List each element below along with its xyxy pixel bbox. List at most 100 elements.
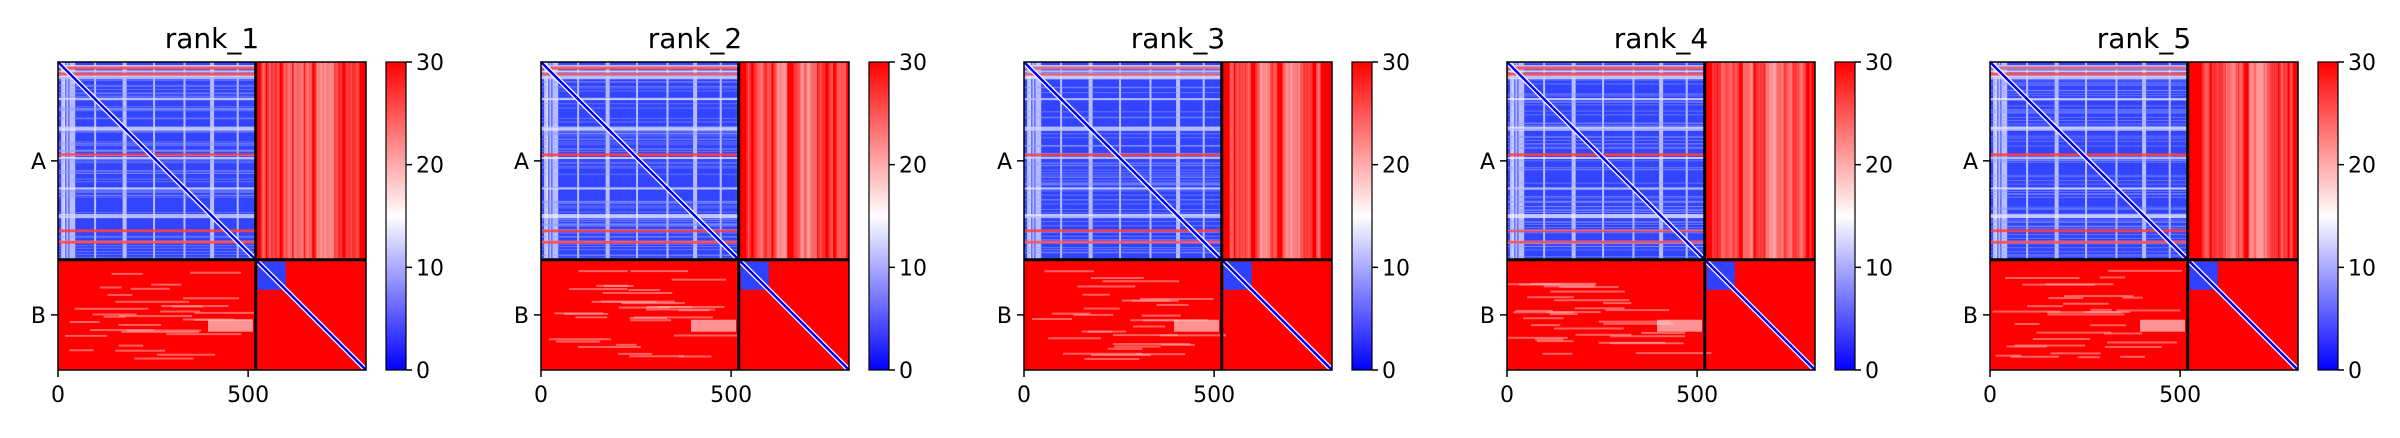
block-A-texture (541, 203, 739, 205)
block-A-texture (1507, 123, 1705, 125)
colorbar-tick-label: 20 (899, 154, 927, 179)
block-A-red-streak (58, 229, 256, 233)
block-A-B-column (2256, 62, 2267, 260)
block-A-texture (58, 245, 256, 247)
block-A-texture (1024, 249, 1222, 251)
block-B-A-texture (99, 286, 122, 289)
block-A-B-texture (282, 62, 286, 260)
block-B-A-texture (554, 312, 604, 315)
block-A-red-streak (1507, 72, 1705, 76)
block-A-texture (58, 118, 256, 120)
block-B-A-texture (69, 321, 100, 324)
block-A-texture (1990, 109, 2188, 111)
block-A-hband (1990, 214, 2188, 219)
panel-title: rank_2 (648, 22, 742, 55)
block-A-red-streak (1507, 153, 1705, 157)
block-A-B-texture (1268, 62, 1274, 260)
block-A-B-texture (1242, 62, 1247, 260)
block-A-texture (1024, 67, 1222, 69)
heatmap-frame (1023, 61, 1333, 371)
block-A-B-texture (287, 62, 293, 260)
block-A-hband (58, 98, 256, 101)
block-B-A-texture (578, 345, 641, 348)
block-A-texture (1024, 235, 1222, 237)
block-B-A-texture (190, 271, 242, 274)
block-A-B-texture (1245, 62, 1251, 260)
block-A-B-texture (1308, 62, 1313, 260)
block-A-texture (58, 253, 256, 255)
block-B-A-texture (1641, 331, 1686, 334)
block-B-A-texture (2006, 345, 2047, 348)
block-B-A-texture (630, 319, 671, 322)
panel-rank_1: rank_1 A B 0 500 0 10 20 30 (31, 22, 444, 408)
block-A-texture (1507, 125, 1705, 127)
block-A-texture (58, 236, 256, 238)
block-A-texture (58, 191, 256, 193)
colorbar-tick-label: 10 (899, 256, 927, 281)
block-B-A-texture (1550, 290, 1625, 293)
block-B-A-texture (1077, 285, 1136, 288)
panel-rank_5: rank_5 A B 0 500 0 10 20 30 (1963, 22, 2376, 408)
block-A-texture (1507, 189, 1705, 191)
block-A-texture (1507, 209, 1705, 211)
block-B-A-texture (633, 316, 713, 319)
block-A-hband (58, 214, 256, 219)
block-A-hband (58, 187, 256, 190)
block-B-A-texture (1156, 303, 1189, 306)
block-A-B-column (324, 62, 335, 260)
y-tick-label: B (1963, 304, 1978, 329)
block-A-texture (1990, 227, 2188, 229)
block-A-texture (58, 131, 256, 133)
block-A-B-texture (310, 62, 313, 260)
block-B-A-texture (1107, 347, 1143, 350)
block-B-A-texture (596, 284, 629, 287)
block-A-hband (1990, 70, 2188, 73)
block-A-texture (541, 254, 739, 256)
block-A-texture (58, 77, 256, 79)
block-A-hband (1990, 126, 2188, 131)
block-A-hband (541, 126, 739, 131)
block-A-texture (541, 205, 739, 207)
block-A-B-texture (1718, 62, 1723, 260)
block-A-texture (1507, 249, 1705, 251)
block-A-texture (1990, 83, 2188, 85)
block-A-texture (541, 151, 739, 153)
block-A-texture (1507, 229, 1705, 231)
block-A-hband (1507, 70, 1705, 73)
colorbar-tick-label: 0 (1382, 359, 1396, 384)
x-tick-label: 500 (1193, 383, 1235, 408)
block-A-texture (58, 106, 256, 108)
block-A-B-texture (1257, 62, 1263, 260)
block-B-A-texture (1131, 299, 1179, 302)
block-A-texture (541, 72, 739, 74)
block-A-B-texture (1790, 62, 1795, 260)
block-A-texture (541, 224, 739, 226)
block-A-texture (58, 92, 256, 94)
block-B-A-texture (121, 330, 200, 333)
block-A-texture (1990, 194, 2188, 196)
block-A-B-texture (2235, 62, 2239, 260)
block-A-B-texture (1235, 62, 1238, 260)
block-A-texture (58, 151, 256, 153)
block-A-texture (541, 211, 739, 213)
block-A-texture (1990, 222, 2188, 224)
block-B-A-texture (1603, 302, 1632, 305)
block-A-texture (1507, 110, 1705, 112)
block-A-texture (1507, 201, 1705, 203)
block-A-B-texture (304, 62, 310, 260)
block-A-texture (58, 108, 256, 110)
block-A-texture (58, 178, 256, 180)
block-A-B-column (1765, 62, 1776, 260)
block-A-vband (1032, 62, 1035, 260)
block-A-B-texture (2214, 62, 2218, 260)
block-A-texture (1507, 101, 1705, 103)
block-B-A-texture (1052, 312, 1091, 315)
block-A-red-streak (58, 240, 256, 244)
colorbar-tick-label: 0 (899, 359, 913, 384)
block-B-A-texture (602, 291, 673, 294)
block-A-texture (1507, 243, 1705, 245)
block-A-texture (1024, 87, 1222, 89)
block-A-texture (58, 170, 256, 172)
block-B-A-texture (1044, 270, 1095, 273)
block-A-texture (58, 144, 256, 146)
